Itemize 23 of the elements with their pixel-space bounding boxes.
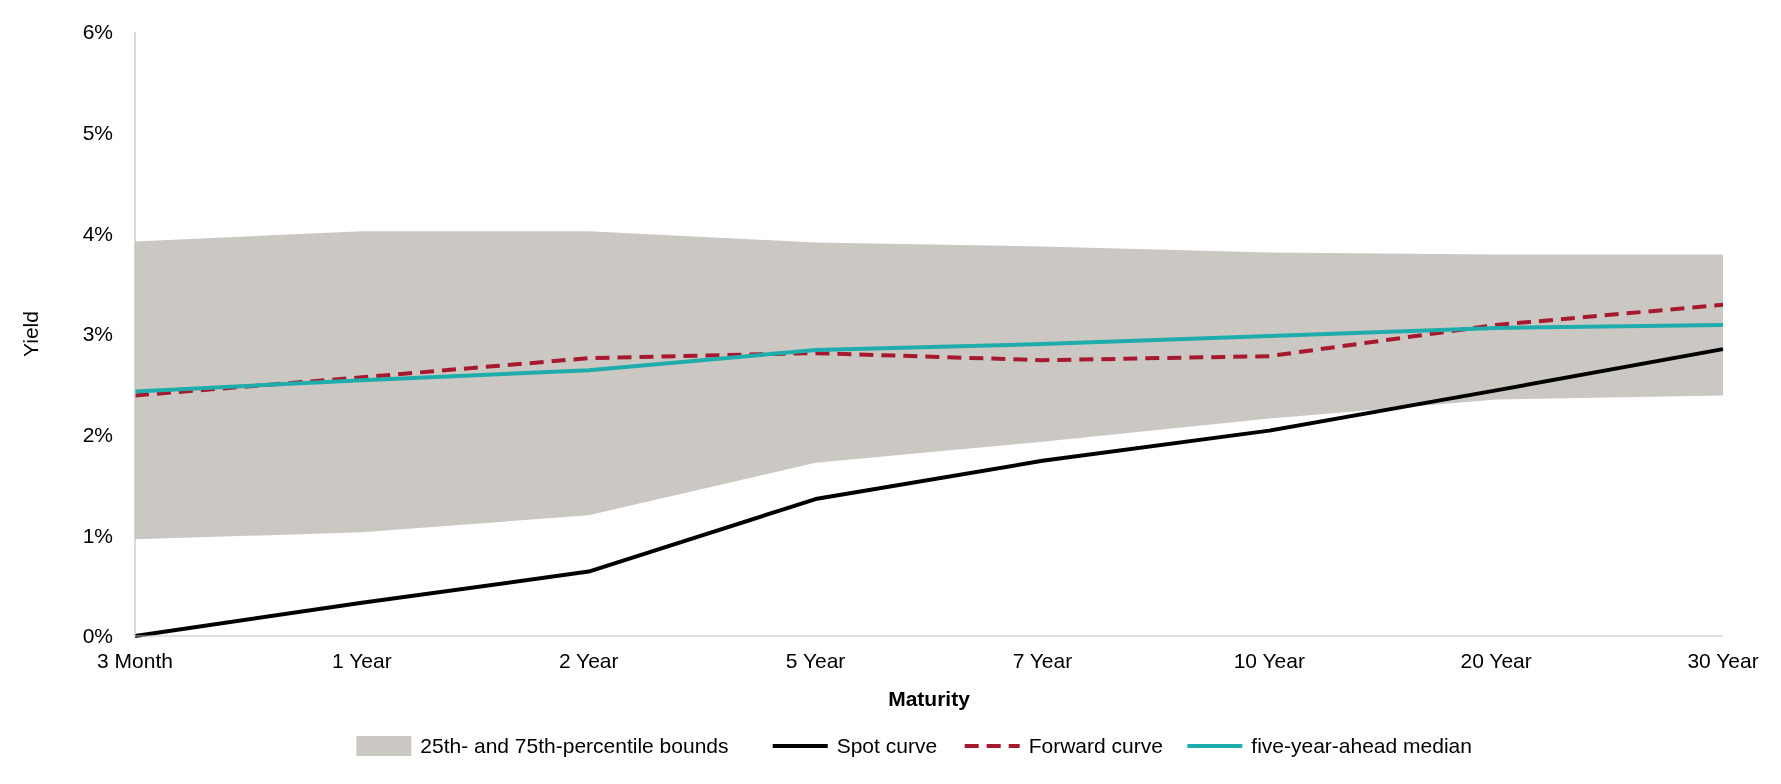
y-tick-label: 4% bbox=[82, 221, 113, 245]
legend-label: Spot curve bbox=[836, 734, 938, 758]
x-tick-label: 1 Year bbox=[332, 649, 392, 672]
x-axis-title: Maturity bbox=[888, 687, 971, 710]
legend-label: five-year-ahead median bbox=[1251, 734, 1472, 758]
y-tick-label: 1% bbox=[82, 523, 113, 547]
x-tick-label: 3 Month bbox=[97, 649, 173, 672]
x-tick-label: 7 Year bbox=[1012, 649, 1073, 672]
y-tick-label: 2% bbox=[82, 423, 113, 447]
y-tick-label: 5% bbox=[82, 121, 113, 145]
legend-label: Forward curve bbox=[1028, 734, 1163, 758]
x-tick-label: 2 Year bbox=[558, 649, 619, 672]
line-series bbox=[133, 302, 1725, 398]
y-tick-label: 6% bbox=[82, 20, 113, 44]
y-tick-label: 3% bbox=[82, 322, 113, 346]
x-tick-label: 5 Year bbox=[785, 649, 846, 672]
x-tick-label: 20 Year bbox=[1460, 649, 1532, 672]
line-series bbox=[133, 322, 1725, 394]
legend-label: 25th- and 75th-percentile bounds bbox=[420, 734, 729, 758]
x-tick-label: 30 Year bbox=[1687, 649, 1759, 672]
y-axis-title: Yield bbox=[19, 311, 42, 357]
y-tick-label: 0% bbox=[82, 624, 113, 648]
x-tick-label: 10 Year bbox=[1233, 649, 1305, 672]
